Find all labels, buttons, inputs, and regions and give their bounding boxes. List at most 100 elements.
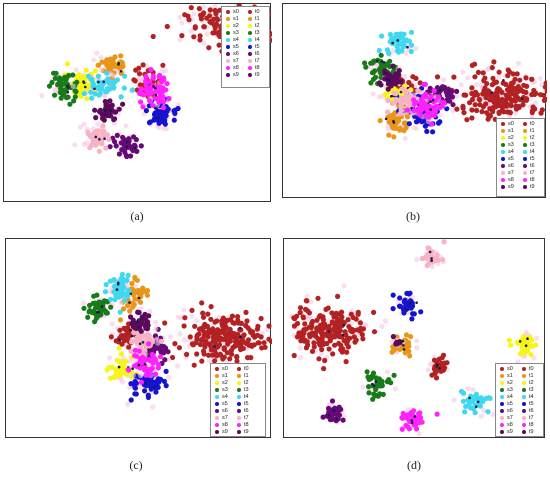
legend-entry: s5 — [500, 401, 513, 408]
data-point — [113, 143, 119, 149]
data-point — [111, 277, 117, 283]
data-point — [332, 327, 338, 333]
data-point — [345, 317, 351, 323]
data-point — [125, 367, 132, 373]
data-point — [229, 351, 235, 357]
legend-marker-icon — [226, 72, 230, 77]
halo-point — [384, 369, 390, 375]
data-point — [520, 89, 526, 95]
data-point — [152, 371, 159, 377]
halo-point — [125, 401, 131, 407]
data-point — [136, 90, 143, 96]
data-point — [445, 86, 451, 92]
data-point — [473, 391, 479, 397]
data-point — [424, 107, 430, 113]
data-point — [105, 103, 111, 110]
legend-marker-icon — [237, 415, 241, 420]
data-point — [474, 107, 480, 114]
data-point — [412, 100, 419, 106]
halo-point — [177, 331, 183, 337]
data-point — [499, 96, 505, 103]
data-point — [409, 42, 415, 48]
data-point — [327, 334, 334, 340]
data-point — [477, 102, 483, 108]
marker-point — [154, 93, 158, 97]
data-point — [148, 67, 154, 73]
data-point — [429, 121, 435, 127]
legend-entry: t9 — [248, 72, 260, 79]
data-point — [344, 349, 350, 355]
data-point — [410, 74, 416, 80]
legend-entry: t0 — [522, 366, 534, 373]
data-point — [309, 320, 315, 326]
data-point — [390, 334, 396, 340]
data-point — [202, 321, 208, 327]
marker-point — [154, 86, 157, 90]
legend-entry: s2 — [500, 380, 513, 387]
data-point — [159, 77, 165, 83]
data-point — [371, 329, 378, 335]
data-point — [206, 45, 212, 51]
halo-point — [341, 283, 347, 289]
data-point — [49, 79, 55, 86]
data-point — [140, 285, 146, 291]
halo-point — [147, 308, 153, 314]
data-point — [160, 105, 167, 111]
halo-point — [403, 50, 409, 56]
data-point — [147, 119, 153, 125]
data-point — [153, 96, 159, 102]
data-point — [145, 392, 151, 398]
data-point — [351, 334, 357, 340]
legend-label: s6 — [508, 163, 514, 169]
data-point — [117, 372, 124, 378]
data-point — [491, 59, 497, 65]
data-point — [133, 67, 139, 73]
legend-label: t3 — [529, 387, 534, 393]
marker-point — [342, 324, 346, 327]
legend-label: s8 — [508, 177, 514, 183]
data-point — [462, 409, 468, 415]
halo-point — [72, 142, 78, 148]
data-point — [164, 23, 170, 30]
data-point — [104, 86, 110, 92]
panel-c: s0 s1 s2 s3 s4 s5 s6 s7 s8 s9 t0 t1 t2 t3 t4 t5 t6 t7 t8 t9 — [5, 238, 272, 438]
data-point — [215, 344, 221, 350]
legend-marker-icon — [215, 401, 219, 406]
data-point — [118, 351, 125, 357]
data-point — [128, 314, 134, 320]
data-point — [389, 100, 395, 107]
legend-entry: s2 — [226, 23, 239, 30]
legend-label: s3 — [507, 387, 513, 393]
marker-point — [327, 330, 331, 333]
data-point — [134, 148, 140, 154]
data-point — [92, 305, 98, 311]
data-point — [529, 343, 535, 349]
halo-point — [206, 357, 212, 364]
data-point — [147, 98, 153, 104]
marker-point — [238, 326, 242, 330]
data-point — [244, 318, 250, 324]
data-point — [444, 92, 450, 98]
cluster-class-3 — [81, 292, 115, 325]
data-point — [113, 338, 119, 344]
cluster-class-0 — [138, 300, 272, 375]
data-point — [213, 11, 219, 17]
data-point — [435, 120, 442, 126]
legend-entry: s2 — [501, 135, 514, 142]
legend-label: t5 — [244, 401, 249, 407]
legend-label: s4 — [507, 394, 513, 400]
data-point — [338, 406, 344, 412]
cluster-class-9 — [92, 98, 126, 126]
halo-point — [106, 288, 113, 294]
data-point — [472, 89, 479, 95]
marker-point — [524, 344, 528, 347]
marker-point — [476, 400, 480, 404]
data-point — [160, 62, 166, 68]
data-point — [205, 311, 211, 317]
legend-entry: t8 — [522, 422, 534, 429]
legend-marker-icon — [215, 394, 219, 399]
data-point — [71, 98, 77, 104]
data-point — [162, 117, 168, 123]
legend-marker-icon — [501, 184, 505, 189]
data-point — [350, 314, 356, 321]
